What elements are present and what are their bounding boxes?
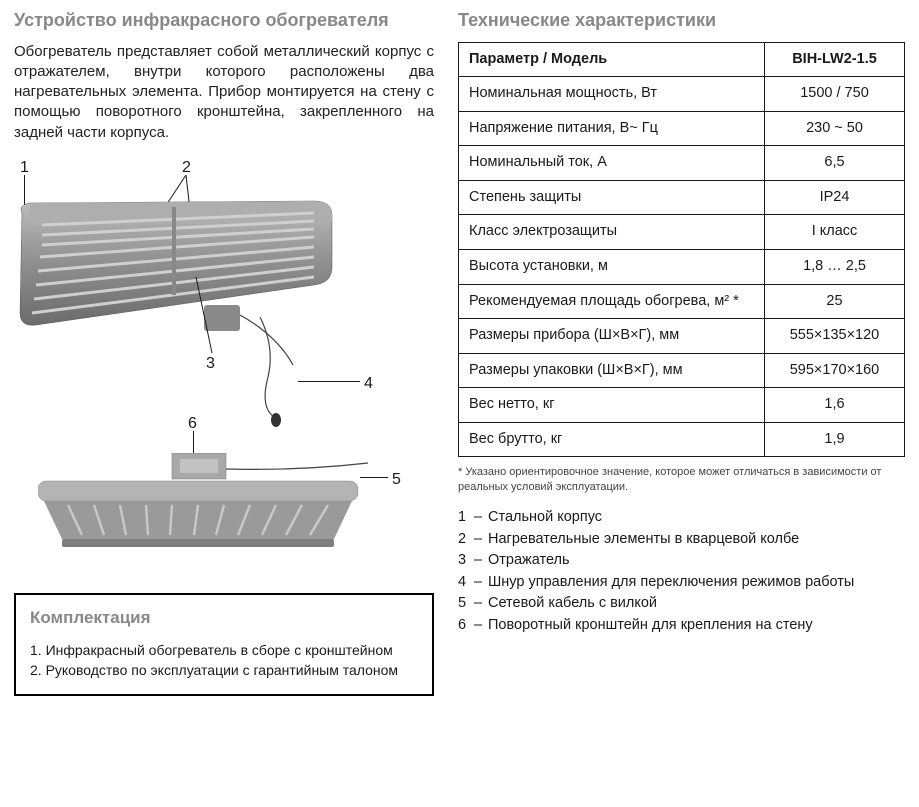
spec-value: 1,6 [765, 388, 905, 423]
legend-text: Стальной корпус [488, 508, 905, 528]
specs-title: Технические характеристики [458, 10, 905, 32]
spec-param: Рекомендуемая площадь обогрева, м² * [459, 284, 765, 319]
legend-text: Шнур управления для переключения режимов… [488, 573, 905, 593]
specs-footnote: * Указано ориентировочное значение, кото… [458, 465, 905, 494]
callout-3: 3 [206, 353, 215, 375]
spec-header-param: Параметр / Модель [459, 42, 765, 77]
callout-6-line [193, 431, 194, 455]
legend-dash: – [474, 551, 488, 571]
spec-param: Высота установки, м [459, 249, 765, 284]
legend-dash: – [474, 573, 488, 593]
package-contents-box: Комплектация 1. Инфракрасный обогревател… [14, 593, 434, 697]
legend-text: Сетевой кабель с вилкой [488, 594, 905, 614]
package-contents-list: 1. Инфракрасный обогреватель в сборе с к… [30, 640, 418, 681]
spec-value: 1,9 [765, 422, 905, 457]
legend-number: 1 [458, 508, 474, 528]
spec-header-model: BIH-LW2-1.5 [765, 42, 905, 77]
legend-row: 3–Отражатель [458, 551, 905, 571]
table-row: Вес брутто, кг1,9 [459, 422, 905, 457]
device-diagram: 1 2 [14, 157, 434, 577]
legend-dash: – [474, 594, 488, 614]
spec-value: 555×135×120 [765, 319, 905, 354]
spec-value: 1,8 … 2,5 [765, 249, 905, 284]
callout-4: 4 [364, 373, 373, 395]
legend-number: 2 [458, 530, 474, 550]
package-item: 1. Инфракрасный обогреватель в сборе с к… [30, 640, 418, 660]
spec-value: 25 [765, 284, 905, 319]
table-row: Размеры прибора (Ш×В×Г), мм555×135×120 [459, 319, 905, 354]
spec-param: Степень защиты [459, 180, 765, 215]
legend-number: 5 [458, 594, 474, 614]
spec-param: Номинальный ток, А [459, 146, 765, 181]
legend-text: Нагревательные элементы в кварцевой колб… [488, 530, 905, 550]
table-row: Вес нетто, кг1,6 [459, 388, 905, 423]
spec-param: Размеры упаковки (Ш×В×Г), мм [459, 353, 765, 388]
callout-5: 5 [392, 469, 401, 491]
spec-value: 6,5 [765, 146, 905, 181]
spec-value: 230 ~ 50 [765, 111, 905, 146]
left-column: Устройство инфракрасного обогревателя Об… [14, 10, 434, 696]
legend-number: 4 [458, 573, 474, 593]
legend-row: 1–Стальной корпус [458, 508, 905, 528]
spec-value: 595×170×160 [765, 353, 905, 388]
right-column: Технические характеристики Параметр / Мо… [458, 10, 905, 696]
spec-param: Вес нетто, кг [459, 388, 765, 423]
legend-row: 6–Поворотный кронштейн для крепления на … [458, 616, 905, 636]
callout-4-line [298, 381, 360, 382]
device-description: Обогреватель представляет собой металлич… [14, 42, 434, 143]
table-row: Номинальная мощность, Вт1500 / 750 [459, 77, 905, 112]
callout-5-line [360, 477, 388, 478]
legend-text: Отражатель [488, 551, 905, 571]
spec-param: Номинальная мощность, Вт [459, 77, 765, 112]
table-row: Номинальный ток, А6,5 [459, 146, 905, 181]
legend-text: Поворотный кронштейн для крепления на ст… [488, 616, 905, 636]
spec-value: IP24 [765, 180, 905, 215]
parts-legend: 1–Стальной корпус2–Нагревательные элемен… [458, 508, 905, 635]
table-row: Степень защитыIP24 [459, 180, 905, 215]
spec-value: 1500 / 750 [765, 77, 905, 112]
legend-number: 3 [458, 551, 474, 571]
legend-dash: – [474, 616, 488, 636]
spec-param: Размеры прибора (Ш×В×Г), мм [459, 319, 765, 354]
legend-dash: – [474, 530, 488, 550]
pull-cord-svg [250, 307, 350, 427]
spec-value: I класс [765, 215, 905, 250]
callout-3-line [190, 277, 220, 355]
spec-param: Вес брутто, кг [459, 422, 765, 457]
legend-row: 5–Сетевой кабель с вилкой [458, 594, 905, 614]
device-structure-title: Устройство инфракрасного обогревателя [14, 10, 434, 32]
table-row: Класс электрозащитыI класс [459, 215, 905, 250]
table-row: Напряжение питания, В~ Гц230 ~ 50 [459, 111, 905, 146]
legend-row: 4–Шнур управления для переключения режим… [458, 573, 905, 593]
spec-param: Напряжение питания, В~ Гц [459, 111, 765, 146]
table-row: Высота установки, м1,8 … 2,5 [459, 249, 905, 284]
table-row: Рекомендуемая площадь обогрева, м² *25 [459, 284, 905, 319]
page-root: Устройство инфракрасного обогревателя Об… [14, 10, 905, 696]
legend-row: 2–Нагревательные элементы в кварцевой ко… [458, 530, 905, 550]
heater-top-svg [38, 453, 378, 573]
specs-table: Параметр / Модель BIH-LW2-1.5 Номинальна… [458, 42, 905, 458]
table-row: Параметр / Модель BIH-LW2-1.5 [459, 42, 905, 77]
legend-dash: – [474, 508, 488, 528]
spec-param: Класс электрозащиты [459, 215, 765, 250]
table-row: Размеры упаковки (Ш×В×Г), мм595×170×160 [459, 353, 905, 388]
package-item: 2. Руководство по эксплуатации с гаранти… [30, 660, 418, 680]
package-contents-title: Комплектация [30, 607, 418, 630]
legend-number: 6 [458, 616, 474, 636]
